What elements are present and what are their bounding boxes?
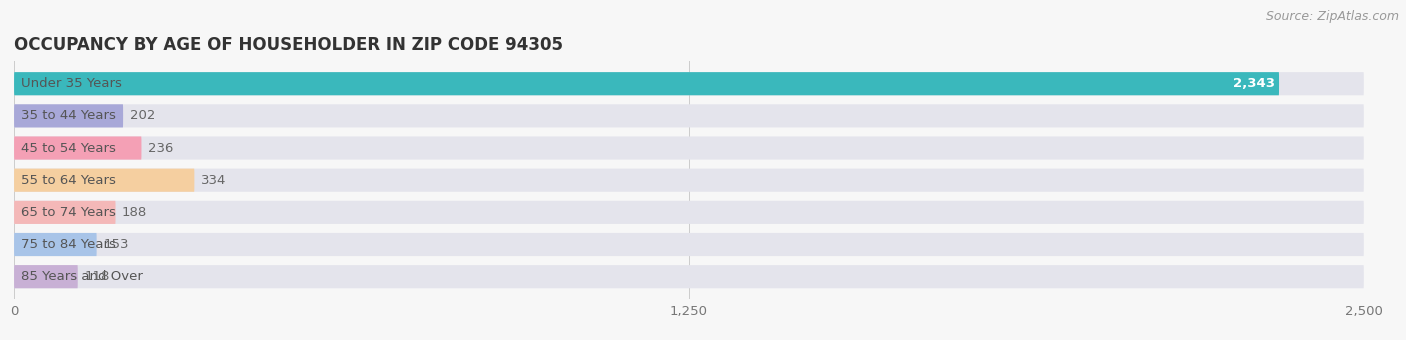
FancyBboxPatch shape xyxy=(14,233,1364,256)
Text: OCCUPANCY BY AGE OF HOUSEHOLDER IN ZIP CODE 94305: OCCUPANCY BY AGE OF HOUSEHOLDER IN ZIP C… xyxy=(14,36,562,54)
Text: Source: ZipAtlas.com: Source: ZipAtlas.com xyxy=(1265,10,1399,23)
FancyBboxPatch shape xyxy=(14,72,1364,95)
Text: 75 to 84 Years: 75 to 84 Years xyxy=(21,238,115,251)
FancyBboxPatch shape xyxy=(14,136,142,159)
FancyBboxPatch shape xyxy=(14,201,1364,224)
FancyBboxPatch shape xyxy=(14,72,1279,95)
FancyBboxPatch shape xyxy=(14,169,1364,192)
FancyBboxPatch shape xyxy=(14,265,77,288)
Text: 85 Years and Over: 85 Years and Over xyxy=(21,270,142,283)
Text: 45 to 54 Years: 45 to 54 Years xyxy=(21,141,115,155)
FancyBboxPatch shape xyxy=(14,265,1364,288)
FancyBboxPatch shape xyxy=(14,136,1364,159)
Text: 2,343: 2,343 xyxy=(1233,77,1275,90)
Text: 118: 118 xyxy=(84,270,110,283)
Text: Under 35 Years: Under 35 Years xyxy=(21,77,121,90)
Text: 153: 153 xyxy=(103,238,128,251)
FancyBboxPatch shape xyxy=(14,201,115,224)
FancyBboxPatch shape xyxy=(14,233,97,256)
FancyBboxPatch shape xyxy=(14,104,1364,128)
Text: 334: 334 xyxy=(201,174,226,187)
Text: 65 to 74 Years: 65 to 74 Years xyxy=(21,206,115,219)
Text: 202: 202 xyxy=(129,109,155,122)
FancyBboxPatch shape xyxy=(14,169,194,192)
Text: 188: 188 xyxy=(122,206,148,219)
Text: 236: 236 xyxy=(148,141,173,155)
Text: 55 to 64 Years: 55 to 64 Years xyxy=(21,174,115,187)
Text: 35 to 44 Years: 35 to 44 Years xyxy=(21,109,115,122)
FancyBboxPatch shape xyxy=(14,104,124,128)
